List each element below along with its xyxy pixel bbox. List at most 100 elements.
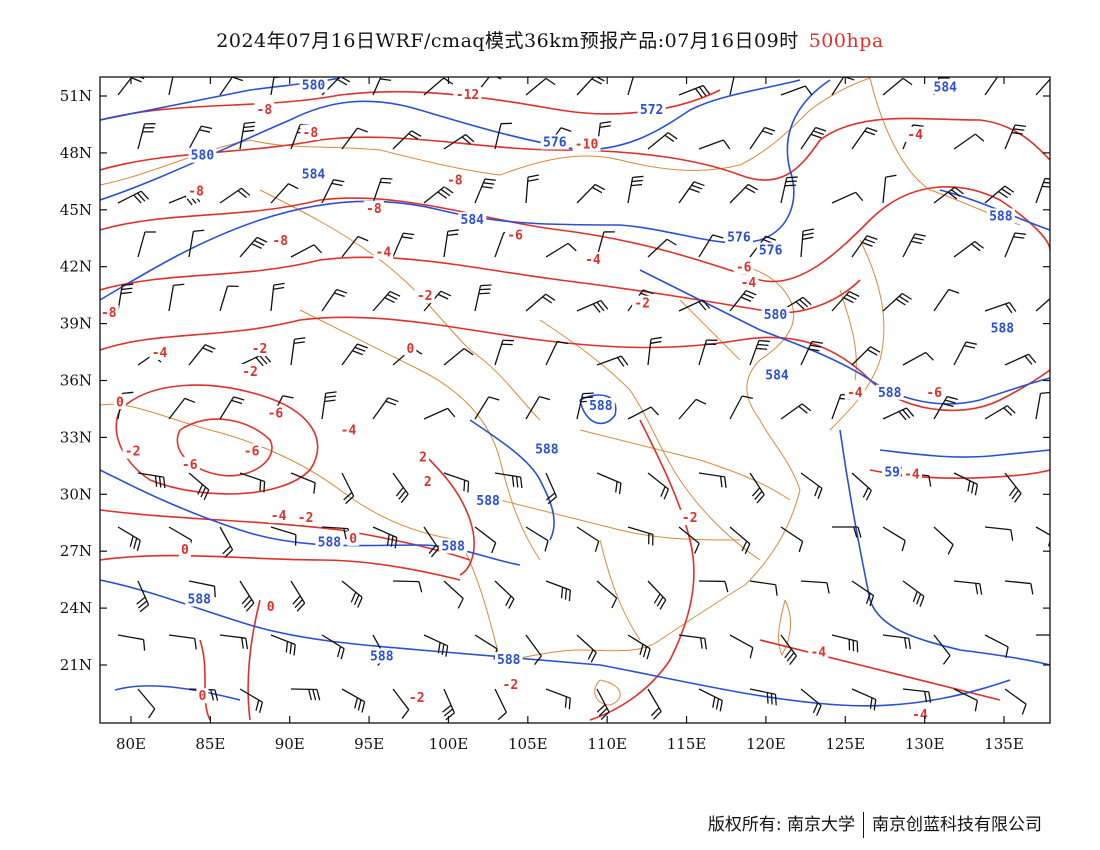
wind-barb-staff	[698, 139, 724, 150]
wind-barb-feather	[428, 544, 437, 554]
wind-barb	[831, 526, 862, 538]
wind-barb-feather	[398, 490, 407, 500]
wind-barb	[168, 283, 185, 312]
wind-barb-feather	[741, 540, 748, 552]
lon-tick-label: 85E	[195, 735, 225, 753]
wind-barb	[627, 526, 654, 546]
wind-barb-staff	[392, 130, 413, 150]
wind-barb-staff	[474, 526, 497, 544]
wind-barb-feather	[642, 289, 654, 295]
temperature-contour	[759, 639, 1001, 701]
wind-barb-staff	[188, 580, 215, 587]
wind-barb-feather	[910, 240, 923, 245]
wind-barb-staff	[780, 403, 803, 420]
wind-barb	[372, 71, 394, 96]
wind-barb-staff	[596, 580, 618, 599]
wind-barb-feather	[564, 696, 568, 708]
wind-barb	[545, 472, 558, 505]
wind-barb-feather	[596, 704, 606, 713]
wind-barb	[729, 634, 754, 659]
temperature-contour-label-bg	[414, 288, 435, 304]
wind-barb-feather	[389, 290, 401, 297]
height-contour-label-bg	[532, 441, 561, 457]
wind-barb	[239, 580, 255, 612]
wind-barb-feather	[479, 288, 491, 291]
wind-barb-feather	[121, 287, 133, 291]
wind-barb-feather	[256, 236, 268, 243]
wind-barb-feather	[928, 691, 932, 703]
wind-barb-feather	[343, 492, 353, 501]
wind-barb	[423, 407, 456, 420]
height-contour	[639, 269, 1050, 405]
wind-barb-feather	[259, 355, 268, 365]
wind-barb-staff	[800, 580, 827, 584]
wind-barb-staff	[188, 125, 202, 150]
wind-barb	[627, 77, 634, 96]
wind-barb-feather	[557, 340, 569, 345]
wind-barb-feather	[1021, 703, 1027, 715]
wind-barb-feather	[912, 124, 924, 127]
wind-barb-feather	[902, 409, 911, 419]
wind-barb	[831, 191, 864, 204]
wind-barb-feather	[1024, 355, 1033, 365]
wind-barb-feather	[719, 700, 723, 712]
height-contour	[100, 79, 831, 301]
wind-barb	[239, 688, 264, 713]
wind-barb-feather	[698, 301, 707, 311]
wind-barb-staff	[831, 77, 845, 96]
wind-barb-staff	[627, 406, 652, 420]
wind-barb-feather	[1044, 177, 1050, 180]
wind-barb-staff	[851, 346, 871, 366]
wind-barb-feather	[715, 698, 720, 710]
wind-barb-staff	[239, 472, 265, 483]
wind-barb-feather	[1056, 294, 1065, 300]
wind-barb-staff	[270, 183, 289, 204]
wind-barb-feather	[418, 581, 423, 593]
temperature-contour-label: -4	[341, 424, 357, 439]
lon-tick-label: 95E	[354, 735, 384, 753]
wind-barb-feather	[357, 127, 368, 133]
wind-barb-feather	[254, 239, 265, 246]
wind-barb-feather	[799, 299, 809, 308]
height-contour-label-bg	[988, 320, 1017, 336]
wind-barb-feather	[639, 644, 644, 656]
temperature-contour-label-bg	[347, 530, 360, 546]
wind-barb	[474, 284, 492, 312]
wind-barb	[219, 285, 239, 312]
wind-barb	[392, 580, 423, 593]
wind-barb-feather	[693, 181, 705, 187]
weather-map: 5805805845765725845765765805845845885885…	[60, 71, 1065, 753]
wind-barb-feather	[255, 699, 260, 711]
plot-area: 580 580 584 576 572 584 576 576 580 584 584 588 588 5…	[100, 71, 1065, 723]
temperature-contour-label-bg	[500, 676, 521, 692]
wind-barb	[851, 688, 877, 711]
lat-tick-label: 21N	[60, 656, 92, 674]
wind-barb-feather	[324, 399, 336, 403]
axes: 51N 48N 45N 42N 39N 36N 33N 30N 27N 24N 21N 80E 85E 9…	[60, 77, 1050, 753]
wind-barb	[902, 351, 934, 366]
wind-barb-staff	[698, 234, 714, 258]
wind-barb	[780, 176, 798, 204]
wind-barb-feather	[804, 85, 813, 96]
wind-barb-staff	[525, 293, 547, 312]
wind-barb-staff	[1004, 232, 1016, 258]
wind-barb-feather	[702, 299, 711, 309]
wind-barb	[443, 229, 459, 258]
wind-barb	[545, 688, 571, 710]
wind-barb-feather	[650, 340, 662, 344]
wind-barb-staff	[239, 688, 263, 703]
temperature-contour-label: -4	[152, 346, 168, 361]
wind-barb-staff	[168, 77, 174, 96]
province-border	[599, 539, 641, 641]
wind-barb-staff	[729, 526, 751, 545]
wind-barb-staff	[219, 526, 234, 551]
wind-barb	[647, 132, 678, 150]
wind-barb-feather	[383, 71, 394, 73]
wind-barb-feather	[567, 242, 577, 252]
wind-barb-feather	[173, 283, 185, 287]
temperature-contour-label-bg	[905, 126, 926, 142]
wind-barb-feather	[774, 694, 777, 706]
temperature-contour-label-bg	[733, 259, 754, 275]
temperature-contour-label: -10	[575, 137, 599, 152]
wind-barb	[290, 472, 316, 494]
